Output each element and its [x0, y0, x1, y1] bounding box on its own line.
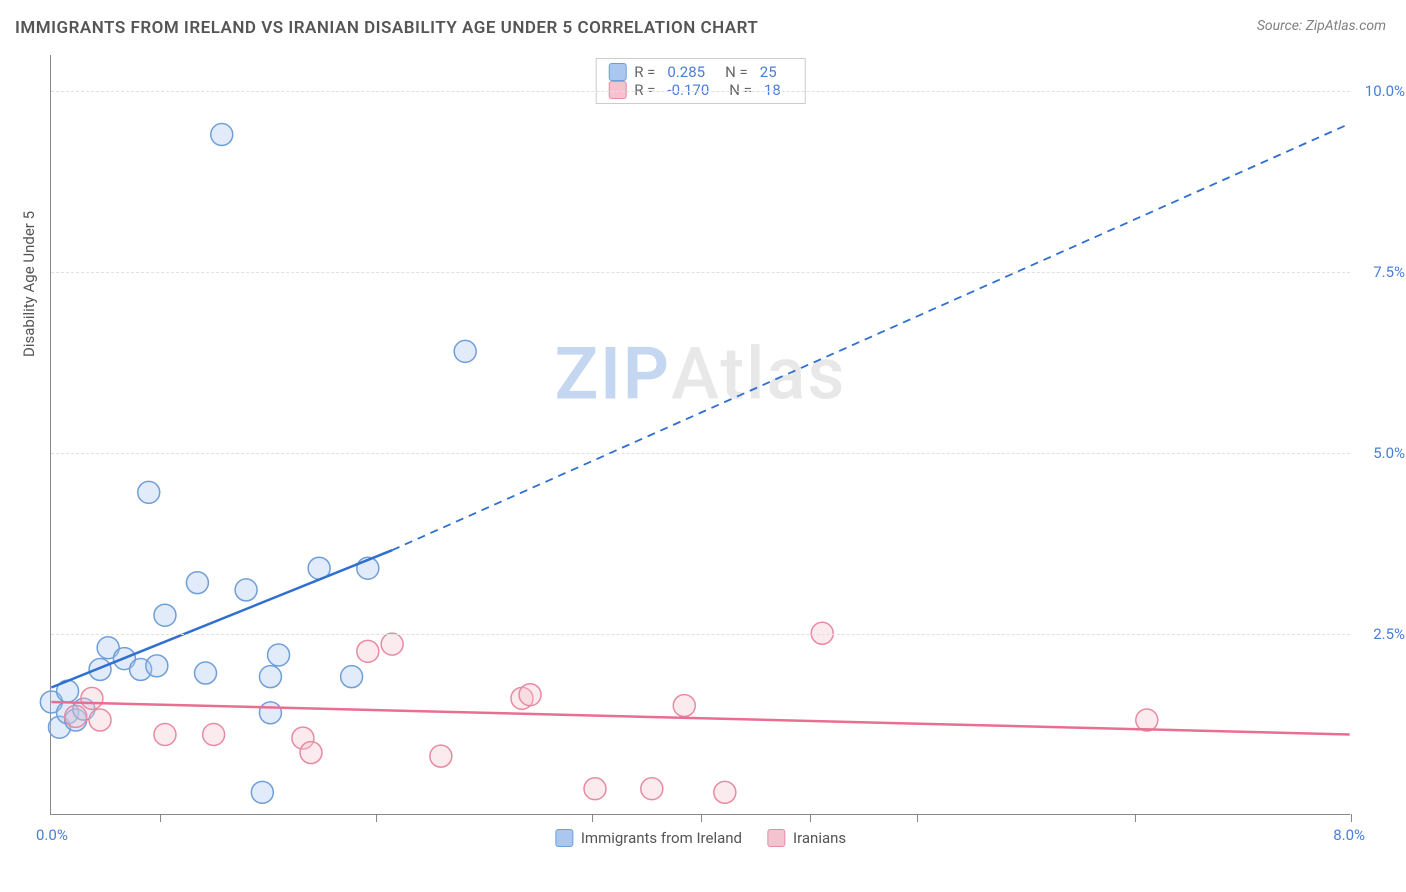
x-tick [160, 814, 161, 822]
scatter-point [138, 481, 160, 503]
legend-label-ireland: Immigrants from Ireland [581, 829, 742, 847]
y-tick-label: 2.5% [1373, 625, 1405, 643]
scatter-point [641, 778, 663, 800]
scatter-point [430, 745, 452, 767]
scatter-point [81, 687, 103, 709]
x-tick [1351, 814, 1352, 822]
x-tick [1135, 814, 1136, 822]
x-tick [376, 814, 377, 822]
legend-swatch-iranians-icon [767, 829, 785, 847]
scatter-point [454, 340, 476, 362]
scatter-point [259, 666, 281, 688]
y-tick-label: 7.5% [1373, 263, 1405, 281]
scatter-point [203, 724, 225, 746]
scatter-point [251, 781, 273, 803]
y-tick-label: 10.0% [1365, 82, 1405, 100]
gridline [51, 453, 1350, 454]
scatter-point [195, 662, 217, 684]
regression-line-extrapolated [392, 124, 1349, 550]
legend-swatch-ireland-icon [555, 829, 573, 847]
scatter-point [357, 640, 379, 662]
chart-svg [51, 55, 1350, 814]
x-axis-min-label: 0.0% [36, 826, 68, 844]
series-legend: Immigrants from Ireland Iranians [555, 829, 846, 847]
scatter-point [235, 579, 257, 601]
gridline [51, 272, 1350, 273]
scatter-point [259, 702, 281, 724]
chart-title: IMMIGRANTS FROM IRELAND VS IRANIAN DISAB… [15, 18, 758, 38]
y-axis-title: Disability Age Under 5 [20, 211, 38, 357]
scatter-point [89, 709, 111, 731]
scatter-point [154, 724, 176, 746]
scatter-point [65, 705, 87, 727]
gridline [51, 91, 1350, 92]
scatter-point [673, 695, 695, 717]
legend-item-ireland: Immigrants from Ireland [555, 829, 742, 847]
scatter-point [154, 604, 176, 626]
legend-label-iranians: Iranians [793, 829, 846, 847]
plot-area: ZIPAtlas R = 0.285 N = 25 R = -0.170 N =… [50, 55, 1350, 815]
scatter-point [381, 633, 403, 655]
x-tick [810, 814, 811, 822]
scatter-point [211, 124, 233, 146]
scatter-point [268, 644, 290, 666]
scatter-point [146, 655, 168, 677]
scatter-point [89, 658, 111, 680]
scatter-point [1136, 709, 1158, 731]
x-tick [917, 814, 918, 822]
gridline [51, 634, 1350, 635]
y-tick-label: 5.0% [1373, 444, 1405, 462]
scatter-point [714, 781, 736, 803]
legend-item-iranians: Iranians [767, 829, 846, 847]
scatter-point [519, 684, 541, 706]
scatter-point [584, 778, 606, 800]
scatter-point [186, 572, 208, 594]
x-tick [592, 814, 593, 822]
regression-line [51, 550, 392, 687]
source-label: Source: ZipAtlas.com [1257, 18, 1386, 34]
x-tick [701, 814, 702, 822]
x-axis-max-label: 8.0% [1333, 826, 1365, 844]
scatter-point [300, 742, 322, 764]
scatter-point [341, 666, 363, 688]
